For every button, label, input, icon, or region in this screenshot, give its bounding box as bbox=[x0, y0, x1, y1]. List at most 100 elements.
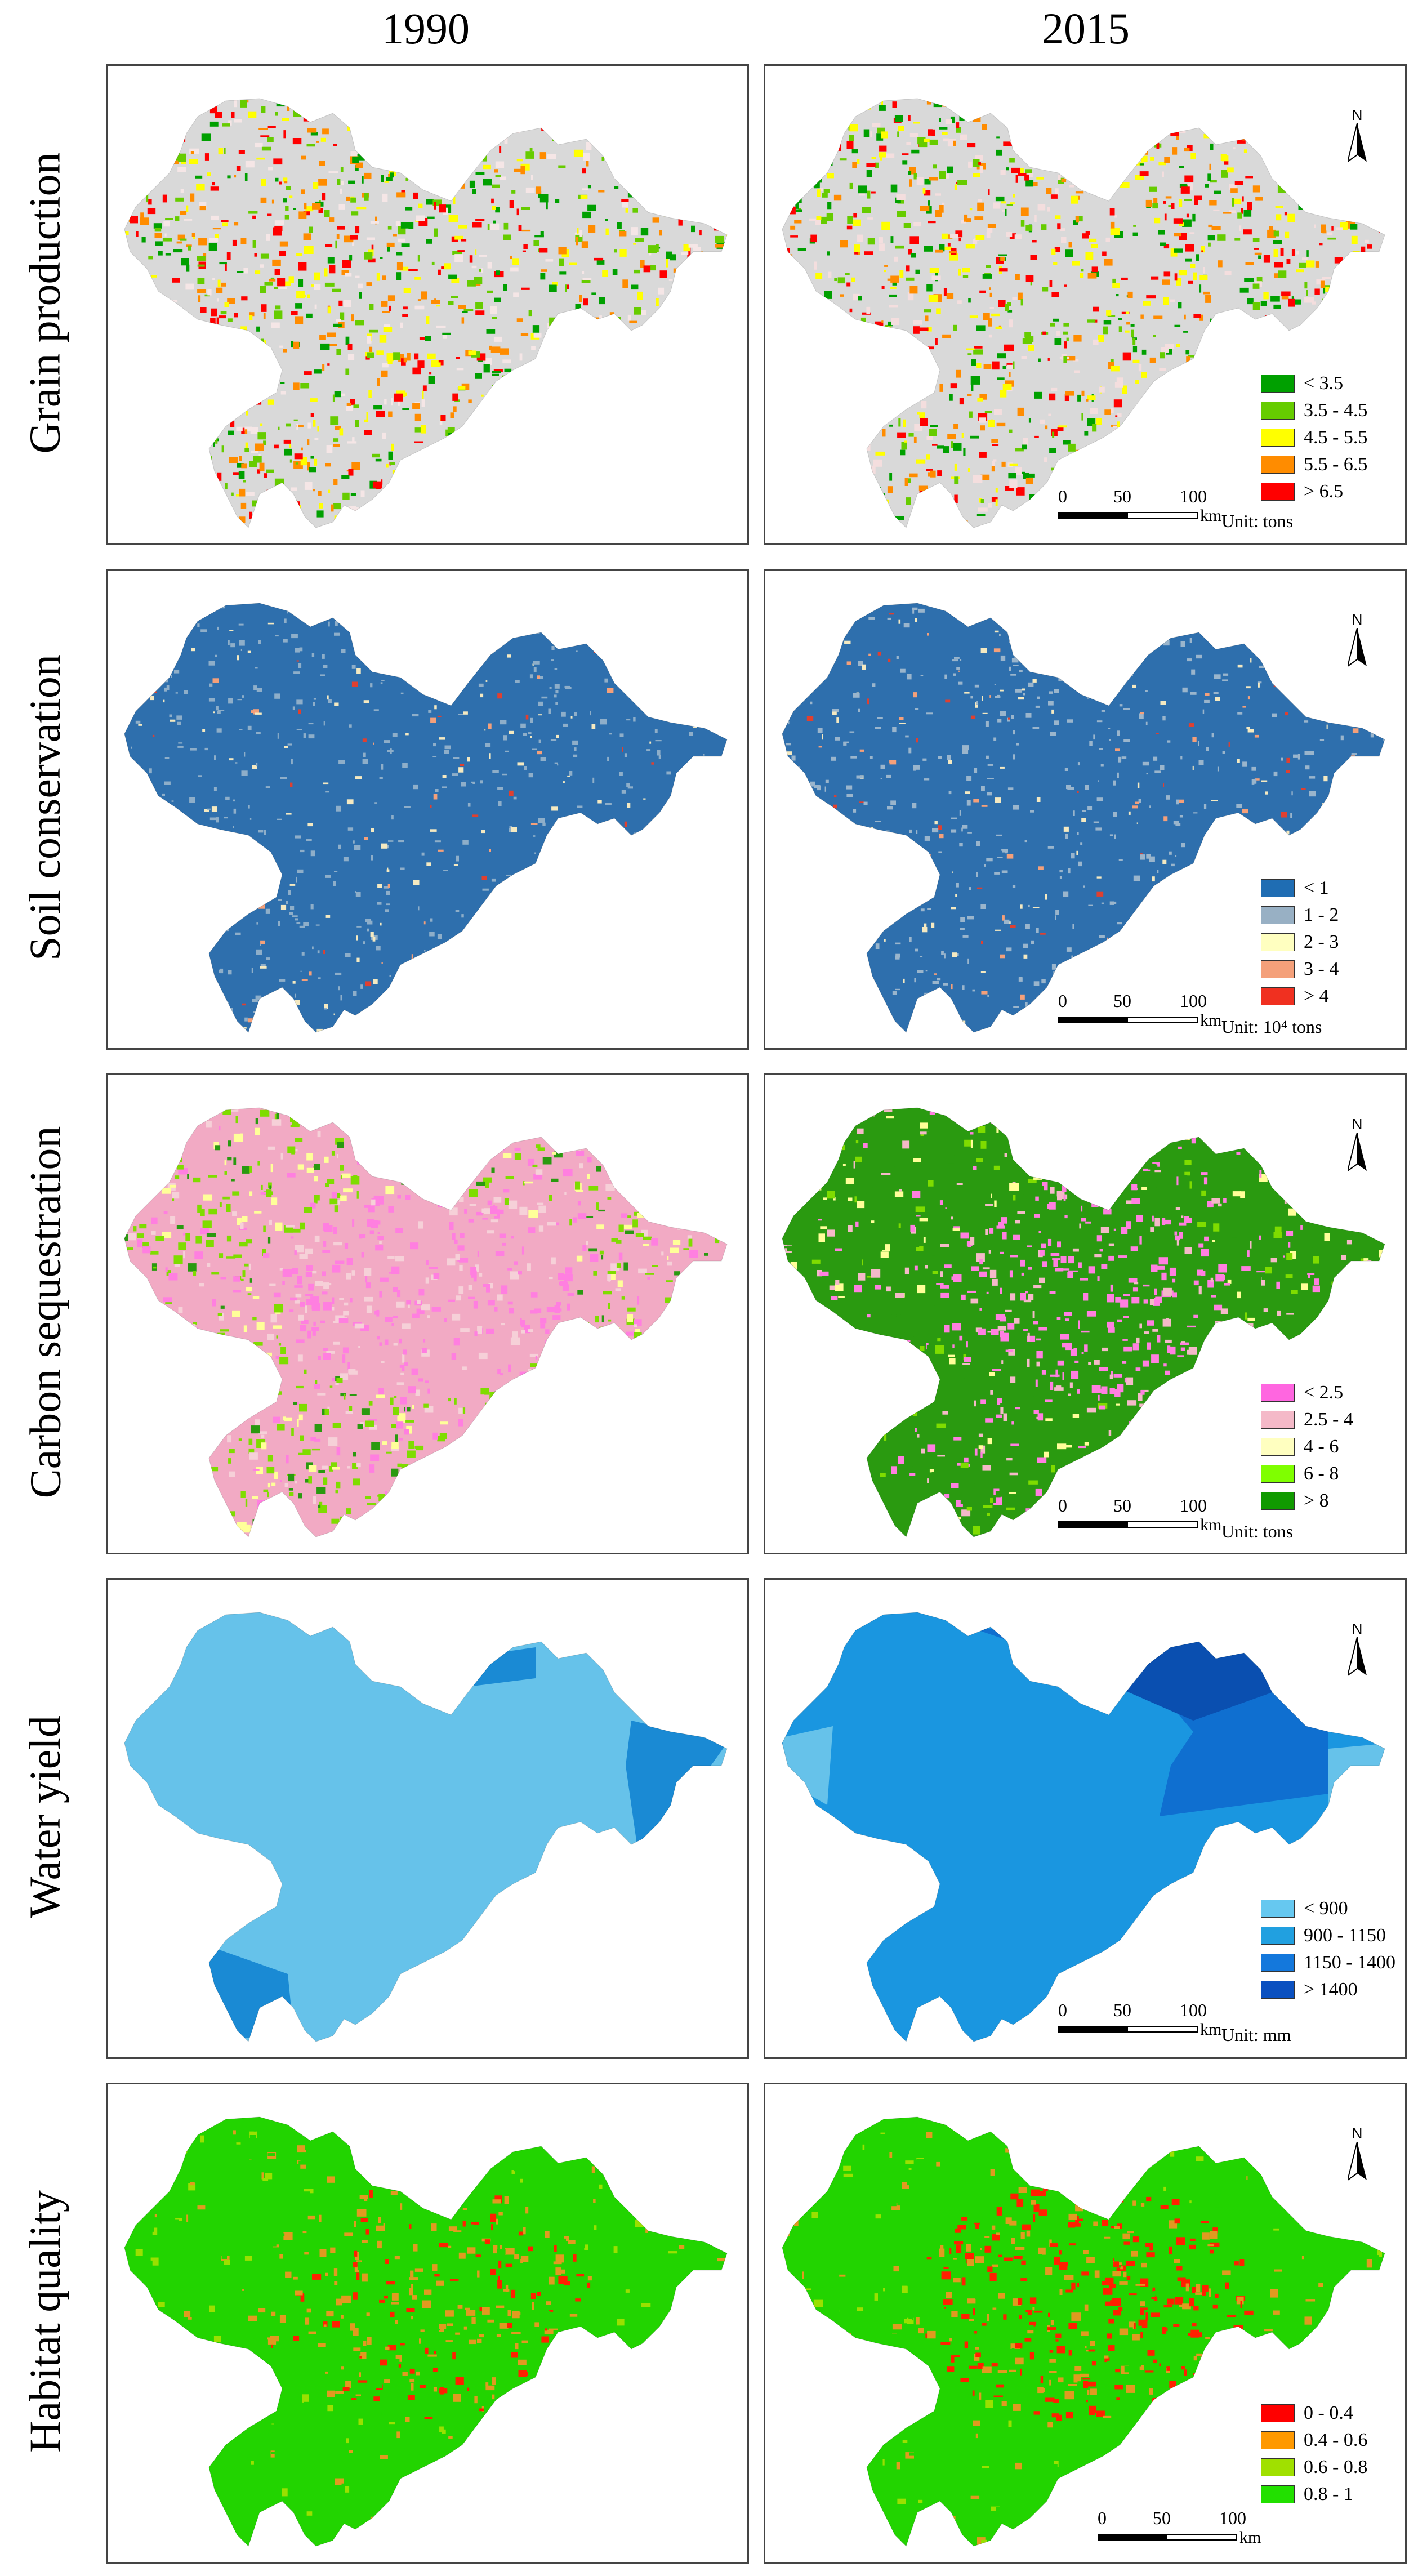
map-patch bbox=[672, 198, 678, 200]
map-patch bbox=[1219, 99, 1229, 103]
map-patch bbox=[1314, 288, 1320, 295]
map-patch bbox=[626, 890, 628, 895]
map-patch bbox=[889, 760, 897, 765]
map-patch bbox=[1168, 107, 1173, 114]
map-patch bbox=[127, 790, 129, 792]
map-patch bbox=[336, 805, 341, 812]
map-patch bbox=[197, 256, 206, 261]
map-patch bbox=[839, 416, 842, 425]
map-patch bbox=[696, 466, 700, 473]
map-patch bbox=[1158, 910, 1163, 912]
map-patch bbox=[1346, 93, 1353, 99]
map-patch bbox=[1281, 757, 1283, 761]
map-patch bbox=[997, 694, 1000, 697]
map-patch bbox=[1113, 425, 1118, 428]
map-patch bbox=[1010, 202, 1015, 204]
map-patch bbox=[217, 710, 225, 711]
map-patch bbox=[455, 910, 460, 912]
map-patch bbox=[460, 487, 469, 490]
map-patch bbox=[563, 385, 570, 390]
map-patch bbox=[988, 420, 995, 427]
map-patch bbox=[428, 1023, 433, 1026]
map-patch bbox=[421, 291, 427, 300]
map-patch bbox=[619, 231, 627, 237]
map-patch bbox=[1140, 854, 1145, 860]
map-patch bbox=[1108, 982, 1115, 984]
map-patch bbox=[467, 671, 471, 675]
map-patch bbox=[1233, 396, 1236, 403]
map-patch bbox=[1304, 625, 1309, 629]
map-patch bbox=[387, 139, 392, 144]
map-patch bbox=[180, 238, 187, 241]
map-patch bbox=[1340, 992, 1345, 997]
map-patch bbox=[1366, 325, 1376, 328]
map-patch bbox=[812, 514, 815, 518]
map-patch bbox=[1295, 171, 1298, 175]
map-patch bbox=[676, 179, 681, 185]
map-patch bbox=[738, 350, 742, 353]
map-patch bbox=[867, 190, 871, 199]
map-patch bbox=[389, 653, 391, 656]
map-patch bbox=[597, 1005, 603, 1008]
map-patch bbox=[364, 193, 369, 201]
map-base-fill bbox=[124, 603, 727, 1032]
map-patch bbox=[732, 197, 736, 200]
map-patch bbox=[828, 638, 831, 641]
map-patch bbox=[169, 333, 172, 335]
map-patch bbox=[407, 159, 409, 167]
map-patch bbox=[619, 733, 624, 737]
map-patch bbox=[327, 306, 331, 314]
map-patch bbox=[1304, 282, 1308, 289]
map-patch bbox=[421, 487, 427, 496]
map-patch bbox=[124, 893, 128, 894]
map-patch bbox=[420, 153, 422, 160]
map-patch bbox=[912, 803, 917, 809]
map-patch bbox=[849, 182, 853, 189]
map-patch bbox=[1390, 340, 1400, 347]
map-patch bbox=[170, 422, 176, 425]
map-patch bbox=[1028, 418, 1031, 423]
map-patch bbox=[1367, 467, 1376, 471]
map-patch bbox=[627, 191, 634, 198]
map-patch bbox=[797, 808, 802, 810]
map-patch bbox=[1286, 770, 1290, 773]
map-patch bbox=[889, 424, 893, 427]
map-patch bbox=[509, 621, 514, 626]
map-patch bbox=[450, 438, 452, 442]
map-patch bbox=[252, 765, 257, 769]
map-patch bbox=[622, 202, 628, 208]
map-patch bbox=[1009, 158, 1015, 163]
map-patch bbox=[614, 466, 618, 473]
map-patch bbox=[154, 161, 157, 166]
map-patch bbox=[1152, 203, 1158, 209]
map-patch bbox=[1009, 463, 1018, 466]
map-patch bbox=[785, 977, 791, 981]
map-patch bbox=[132, 341, 141, 347]
map-patch bbox=[577, 517, 584, 521]
map-patch bbox=[1166, 446, 1170, 454]
map-patch bbox=[717, 453, 720, 461]
map-patch bbox=[1343, 817, 1348, 819]
map-patch bbox=[1217, 132, 1226, 140]
map-patch bbox=[452, 973, 454, 978]
map-patch bbox=[621, 199, 629, 202]
map-patch bbox=[520, 166, 525, 175]
map-patch bbox=[1199, 314, 1203, 321]
map-patch bbox=[643, 497, 650, 504]
map-patch bbox=[726, 109, 727, 112]
map-patch bbox=[559, 258, 564, 266]
map-patch bbox=[277, 598, 280, 600]
map-patch bbox=[1287, 103, 1294, 112]
map-patch bbox=[1325, 1026, 1327, 1032]
map-patch bbox=[1025, 478, 1033, 484]
map-patch bbox=[1195, 969, 1200, 972]
map-patch bbox=[217, 472, 222, 481]
map-patch bbox=[363, 941, 365, 944]
map-patch bbox=[724, 320, 727, 324]
map-patch bbox=[1257, 681, 1262, 684]
map-patch bbox=[1076, 623, 1081, 628]
map-patch bbox=[988, 318, 992, 327]
map-patch bbox=[645, 671, 652, 675]
map-patch bbox=[701, 126, 710, 129]
map-patch bbox=[1306, 290, 1308, 296]
